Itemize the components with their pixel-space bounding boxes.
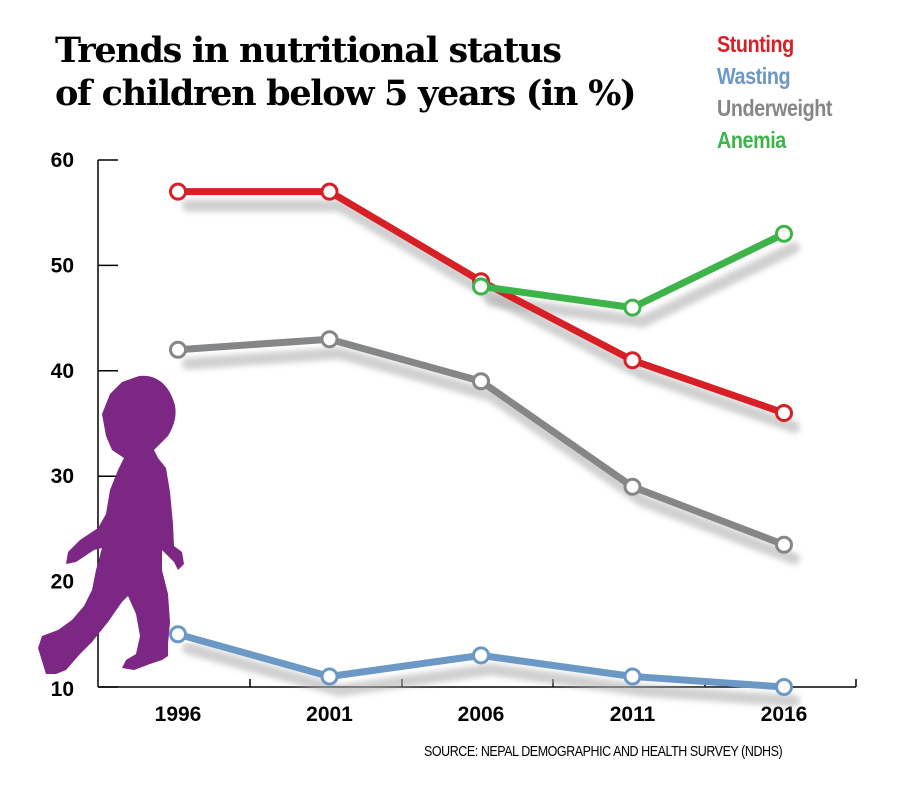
legend-item-stunting: Stunting (717, 31, 794, 57)
wasting-point (169, 625, 187, 644)
wasting-point (775, 678, 793, 696)
y-tick-label: 30 (51, 465, 74, 488)
underweight-point (169, 340, 187, 359)
x-tick-label: 1996 (155, 703, 202, 726)
x-tick-label: 2016 (761, 703, 808, 726)
wasting-point (623, 667, 642, 686)
wasting-point (320, 667, 339, 686)
chart-title-line-2: of children below 5 years (in %) (55, 73, 637, 114)
child-silhouette-icon (38, 375, 184, 674)
anemia-line-shadow (485, 241, 800, 328)
underweight-point (623, 477, 642, 496)
underweight-point (775, 535, 793, 554)
stunting-point (775, 404, 793, 422)
stunting-point (320, 182, 339, 201)
series-lines (174, 188, 788, 691)
wasting-point (472, 646, 490, 665)
source-note: SOURCE: NEPAL DEMOGRAPHIC AND HEALTH SUR… (424, 744, 783, 760)
underweight-point (472, 372, 490, 391)
chart-title-line-1: Trends in nutritional status (55, 30, 562, 71)
x-tick-label: 2011 (610, 703, 656, 726)
anemia-point (623, 298, 642, 317)
child-silhouette-shape (38, 375, 184, 674)
stunting-point (623, 351, 642, 370)
legend-item-wasting: Wasting (717, 63, 791, 89)
anemia-point (775, 224, 793, 243)
y-tick-label: 10 (51, 678, 74, 701)
y-tick-label: 20 (51, 571, 74, 594)
wasting-line-shadow (182, 642, 800, 707)
x-tick-label: 2006 (458, 703, 505, 726)
x-tick-label: 2001 (306, 703, 353, 726)
underweight-line-shadow (182, 347, 800, 565)
underweight-point (320, 330, 339, 349)
anemia-point (472, 277, 490, 296)
series-shadows (182, 199, 800, 707)
y-tick-label: 50 (51, 254, 74, 277)
legend-item-underweight: Underweight (717, 95, 833, 121)
series-points (169, 182, 793, 696)
legend-item-anemia: Anemia (717, 127, 786, 153)
stunting-point (169, 182, 187, 201)
y-tick-label: 60 (51, 149, 74, 172)
y-tick-label: 40 (51, 360, 74, 383)
